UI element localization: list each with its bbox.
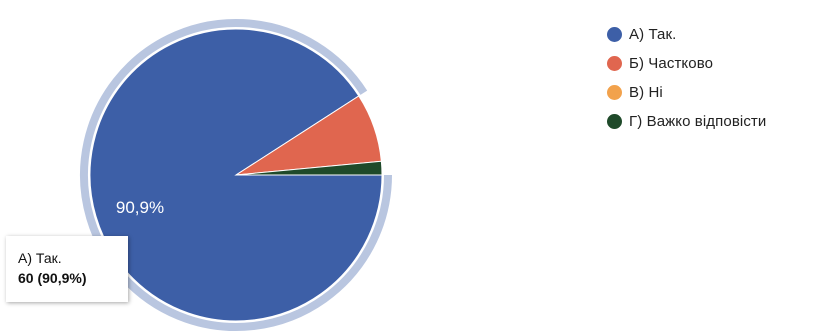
legend-label: Б) Частково bbox=[629, 55, 714, 72]
tooltip-value: 60 (90,9%) bbox=[18, 270, 87, 286]
legend-swatch bbox=[607, 114, 622, 129]
pie-slice-3[interactable] bbox=[235, 160, 383, 176]
legend-item-no[interactable]: В) Ні bbox=[607, 78, 766, 107]
tooltip-label: А) Так. bbox=[18, 250, 62, 266]
legend-swatch bbox=[607, 56, 622, 71]
legend-item-partly[interactable]: Б) Частково bbox=[607, 49, 766, 78]
slice-label-0: 90,9% bbox=[116, 198, 164, 217]
slice-highlight-ring bbox=[80, 19, 392, 331]
legend-label: Г) Важко відповісти bbox=[629, 113, 767, 130]
legend-swatch bbox=[607, 27, 622, 42]
legend: А) Так. Б) Частково В) Ні Г) Важко відпо… bbox=[607, 20, 766, 136]
legend-label: А) Так. bbox=[629, 26, 677, 43]
slice-tooltip: А) Так. 60 (90,9%) bbox=[6, 236, 128, 302]
legend-swatch bbox=[607, 85, 622, 100]
legend-label: В) Ні bbox=[629, 84, 663, 101]
legend-item-yes[interactable]: А) Так. bbox=[607, 20, 766, 49]
legend-item-hard-to-say[interactable]: Г) Важко відповісти bbox=[607, 107, 766, 136]
